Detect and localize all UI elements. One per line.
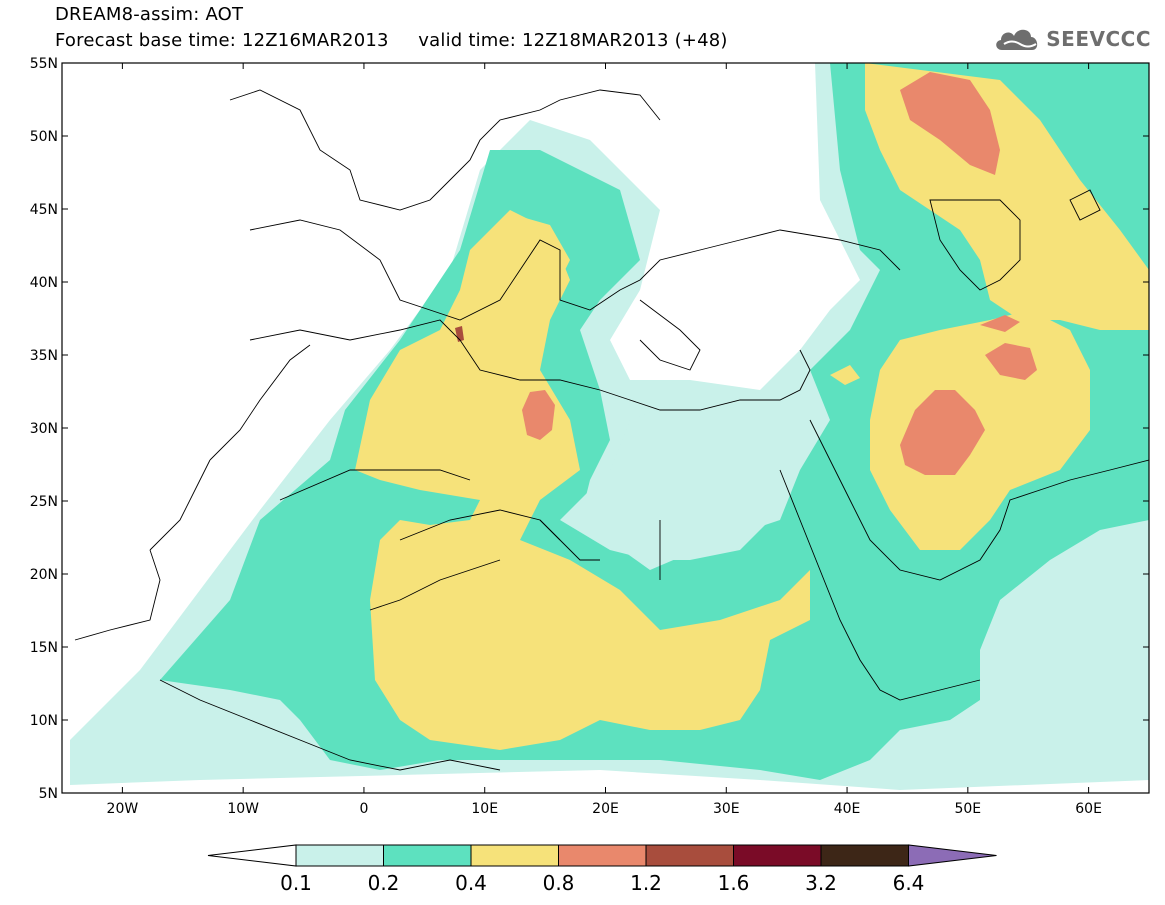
- lat-label: 35N: [30, 348, 58, 364]
- lon-label: 60E: [1075, 801, 1102, 817]
- aot-band-0.8-turkmen: [980, 315, 1020, 332]
- axis-ticks: [62, 62, 1149, 794]
- lon-labels: 20W 10W 0 10E 20E 30E 40E 50E 60E: [107, 801, 1102, 817]
- colorbar: [207, 844, 997, 867]
- colorbar-label: 6.4: [893, 871, 925, 895]
- colorbar-segment: [470, 844, 559, 867]
- colorbar-label: 1.2: [630, 871, 662, 895]
- lon-label: 20E: [592, 801, 619, 817]
- lon-label: 40E: [834, 801, 861, 817]
- aot-band-0.4-italy: [515, 215, 570, 300]
- colorbar-segment: [645, 844, 734, 867]
- lat-labels: 55N 50N 45N 40N 35N 30N 25N 20N 15N 10N 5N: [30, 56, 58, 802]
- aot-contour-fills: [70, 63, 1149, 790]
- aot-band-0.4-sahara: [355, 210, 810, 750]
- lon-label: 10E: [471, 801, 498, 817]
- colorbar-segment: [295, 844, 384, 867]
- colorbar-segment: [558, 844, 647, 867]
- colorbar-label: 0.8: [543, 871, 575, 895]
- lat-label: 30N: [30, 421, 58, 437]
- aot-band-0.8-iran: [985, 343, 1037, 380]
- lon-label: 0: [359, 801, 368, 817]
- chart-title: DREAM8-assim: AOT: [55, 4, 244, 25]
- base-time: Forecast base time: 12Z16MAR2013: [55, 30, 389, 51]
- aot-band-0.8-iraq: [900, 390, 985, 475]
- lon-label: 50E: [954, 801, 981, 817]
- lat-label: 15N: [30, 640, 58, 656]
- lat-label: 10N: [30, 713, 58, 729]
- colorbar-under-triangle: [207, 844, 297, 867]
- lat-label: 20N: [30, 567, 58, 583]
- lon-label: 30E: [713, 801, 740, 817]
- coastlines: [74, 89, 1149, 771]
- aot-band-1.2-tunisia: [455, 326, 464, 342]
- lat-label: 25N: [30, 494, 58, 510]
- colorbar-label: 0.2: [368, 871, 400, 895]
- colorbar-labels: 0.1 0.2 0.4 0.8 1.2 1.6 3.2 6.4: [280, 871, 924, 895]
- lat-label: 55N: [30, 56, 58, 72]
- logo-text: SEEVCCC: [1046, 27, 1151, 51]
- colorbar-label: 0.4: [455, 871, 487, 895]
- chart-subtitle: Forecast base time: 12Z16MAR2013 valid t…: [55, 30, 728, 51]
- aot-pocket-egypt: [560, 390, 790, 560]
- colorbar-segment: [383, 844, 472, 867]
- aot-band-0.8-kazakh: [900, 72, 1000, 175]
- lat-label: 50N: [30, 129, 58, 145]
- valid-time: valid time: 12Z18MAR2013 (+48): [418, 30, 728, 51]
- lat-label: 45N: [30, 202, 58, 218]
- seevccc-logo: SEEVCCC: [992, 24, 1151, 54]
- lon-label: 10W: [227, 801, 259, 817]
- aot-band-0.4-iraq: [830, 365, 860, 385]
- colorbar-label: 0.1: [280, 871, 312, 895]
- colorbar-segment: [820, 844, 909, 867]
- colorbar-segment: [733, 844, 822, 867]
- colorbar-over-triangle: [908, 844, 997, 867]
- cloud-icon: [996, 29, 1038, 50]
- aot-band-0.8-libya: [522, 390, 555, 440]
- lat-label: 5N: [39, 786, 58, 802]
- colorbar-label: 3.2: [805, 871, 837, 895]
- lon-label: 20W: [107, 801, 139, 817]
- colorbar-label: 1.6: [718, 871, 750, 895]
- lat-label: 40N: [30, 275, 58, 291]
